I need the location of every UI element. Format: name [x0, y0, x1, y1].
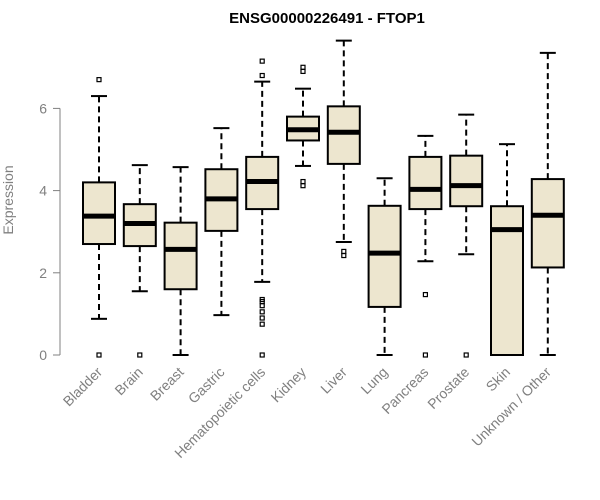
box-lung	[367, 177, 402, 356]
outlier-point	[259, 315, 265, 321]
outlier-point	[96, 77, 102, 83]
outlier-point	[259, 72, 265, 79]
x-category-label: Bladder	[60, 364, 106, 410]
x-category-label: Liver	[317, 364, 350, 397]
box-unknown-other	[530, 51, 565, 356]
outlier-point	[259, 321, 265, 327]
outlier-point	[341, 252, 347, 259]
outlier-point	[463, 352, 469, 358]
x-category-label: Kidney	[268, 364, 310, 406]
x-category-label: Brain	[111, 364, 145, 398]
x-category-label: Skin	[483, 364, 514, 395]
box-prostate	[449, 113, 484, 358]
outlier-point	[300, 183, 306, 189]
outlier-point	[259, 58, 265, 64]
outlier-point	[259, 296, 265, 303]
outlier-point	[137, 352, 143, 358]
x-category-label: Lung	[357, 364, 390, 397]
box-liver	[326, 39, 361, 259]
outlier-point	[259, 303, 265, 309]
y-tick-label: 0	[39, 347, 47, 363]
box-body	[449, 154, 484, 208]
box-bladder	[82, 77, 116, 358]
box-gastric	[204, 127, 239, 317]
x-category-label: Prostate	[424, 364, 472, 412]
outlier-point	[341, 248, 347, 255]
box-breast	[163, 166, 198, 356]
box-body	[408, 155, 443, 211]
box-pancreas	[408, 134, 443, 358]
outlier-point	[422, 352, 428, 358]
box-hematopoietic-cells	[245, 58, 280, 358]
x-category-label: Breast	[147, 364, 187, 404]
box-body	[326, 105, 361, 165]
box-body	[530, 178, 565, 269]
outlier-point	[422, 291, 428, 298]
y-tick-label: 4	[39, 183, 47, 199]
chart-title: ENSG00000226491 - FTOP1	[229, 10, 425, 27]
box-body	[82, 181, 116, 246]
box-kidney	[286, 64, 320, 189]
y-tick-label: 2	[39, 265, 47, 281]
outlier-point	[300, 178, 306, 185]
outlier-point	[300, 68, 306, 75]
y-tick-label: 6	[39, 100, 47, 116]
box-body	[367, 204, 402, 308]
box-skin	[490, 143, 524, 356]
box-brain	[122, 164, 157, 358]
y-axis: 0 2 4 6	[39, 100, 61, 363]
y-axis-label: Expression	[0, 165, 16, 234]
outlier-point	[259, 352, 265, 358]
outlier-point	[259, 309, 265, 315]
boxes-group	[82, 39, 565, 358]
outlier-point	[96, 352, 102, 358]
outlier-point	[300, 64, 306, 70]
box-body	[163, 221, 198, 291]
